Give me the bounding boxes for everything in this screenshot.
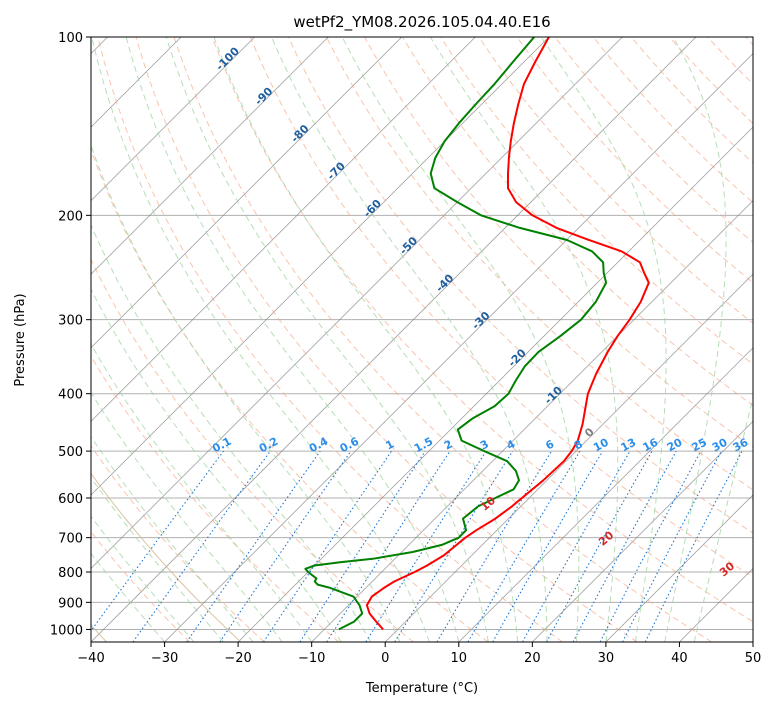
mixing-ratio-line (326, 450, 451, 642)
y-tick-label: 700 (58, 532, 83, 547)
dry-adiabat-line (91, 258, 414, 642)
pressure-gridlines (91, 37, 753, 630)
mixing-ratio-label: 20 (665, 435, 685, 454)
y-axis-ticks: 1000 900 800 700 600 500 400 300 200 100 (50, 31, 91, 638)
x-tick-label: −40 (77, 651, 104, 666)
moist-adiabat-line (91, 288, 342, 642)
chart-title: wetPf2_YM08.2026.105.04.40.E16 (293, 13, 550, 32)
plot-area (91, 37, 753, 642)
dry-adiabat-line (173, 37, 713, 642)
y-tick-label: 200 (58, 209, 83, 224)
dry-adiabat-line (630, 37, 753, 164)
moist-adiabat-line (540, 37, 667, 642)
mixing-ratio-label: 36 (731, 436, 751, 455)
moist-adiabat-line (91, 223, 371, 642)
dry-adiabats (91, 37, 753, 642)
moist-adiabat-line (91, 143, 401, 642)
mixing-ratio-line (522, 450, 631, 642)
mixing-ratio-label: 16 (641, 435, 661, 454)
x-tick-label: 50 (745, 651, 762, 666)
mixing-ratio-line (91, 450, 224, 632)
dry-adiabat-line (249, 37, 753, 578)
mixing-ratio-line (186, 450, 321, 642)
dry-adiabat-line (135, 37, 638, 642)
x-tick-label: 40 (671, 651, 688, 666)
moist-adiabat-line (693, 395, 753, 642)
dry-adiabat-line (287, 37, 753, 534)
y-tick-label: 100 (58, 31, 83, 46)
isotherm-line (458, 347, 753, 642)
isotherm-line (91, 37, 255, 202)
mixing-ratio-label: 30 (710, 436, 730, 455)
y-axis-label: Pressure (hPa) (13, 293, 28, 386)
isotherm-line (91, 37, 476, 422)
y-tick-label: 600 (58, 492, 83, 507)
moist-adiabat-line (91, 515, 195, 642)
moist-adiabat-line (429, 37, 619, 642)
isotherm-line (91, 37, 329, 275)
x-tick-label: −20 (224, 651, 251, 666)
mixing-ratio-line (436, 450, 552, 642)
mixing-ratio-line (365, 450, 487, 642)
mixing-ratio-line (467, 450, 581, 642)
y-tick-label: 800 (58, 566, 83, 581)
dry-adiabat-line (91, 445, 265, 642)
y-tick-label: 500 (58, 445, 83, 460)
x-tick-label: 0 (381, 651, 389, 666)
reference-curve (91, 472, 242, 642)
isotherm-line (605, 494, 753, 642)
moist-adiabat-line (271, 37, 548, 642)
temperature-profile (365, 37, 650, 631)
y-tick-label: 400 (58, 388, 83, 403)
moist-adiabat-line (213, 37, 519, 642)
y-tick-label: 1000 (50, 623, 83, 638)
moist-adiabat-line (664, 37, 727, 642)
mixing-ratio-line (546, 450, 653, 642)
y-tick-label: 300 (58, 314, 83, 329)
y-tick-label: 900 (58, 596, 83, 611)
x-tick-label: −10 (298, 651, 325, 666)
x-tick-label: 20 (524, 651, 541, 666)
dry-adiabat-line (97, 37, 563, 642)
plot-frame (90, 36, 754, 643)
dry-adiabat-line (478, 37, 753, 324)
mixing-ratio-label: 10 (591, 436, 611, 455)
isotherm-line (384, 273, 753, 642)
mixing-ratio-lines (91, 450, 743, 642)
isotherm-line (91, 37, 623, 570)
isotherm-line (532, 420, 753, 642)
mixing-ratio-line (132, 450, 271, 642)
moist-adiabat-line (91, 37, 430, 642)
x-tick-label: 10 (451, 651, 468, 666)
isotherm-line (237, 126, 753, 642)
dewpoint-profile (304, 37, 608, 631)
dry-adiabat-line (592, 37, 753, 204)
x-axis-label: Temperature (°C) (365, 681, 478, 696)
mixing-ratio-line (492, 450, 604, 642)
profile-series (304, 37, 650, 631)
dry-adiabat-line (402, 37, 753, 407)
x-tick-label: −30 (151, 651, 178, 666)
mixing-ratio-label: 13 (619, 436, 639, 455)
moist-adiabat-line (91, 435, 254, 642)
moist-adiabat-line (341, 37, 580, 642)
x-tick-label: 30 (598, 651, 615, 666)
mixing-ratio-line (572, 450, 677, 642)
isotherm-line (164, 52, 753, 642)
moist-adiabat-line (91, 476, 224, 642)
dry-adiabat-line (211, 37, 753, 623)
mixing-ratio-label: 25 (689, 436, 709, 455)
x-axis-ticks: −40 −30 −20 −10 0 10 20 30 40 50 (77, 642, 761, 666)
mixing-ratio-line (394, 450, 514, 642)
mixing-ratio-line (219, 450, 352, 642)
dry-adiabat-line (326, 37, 753, 491)
isotherm-line (91, 37, 403, 349)
